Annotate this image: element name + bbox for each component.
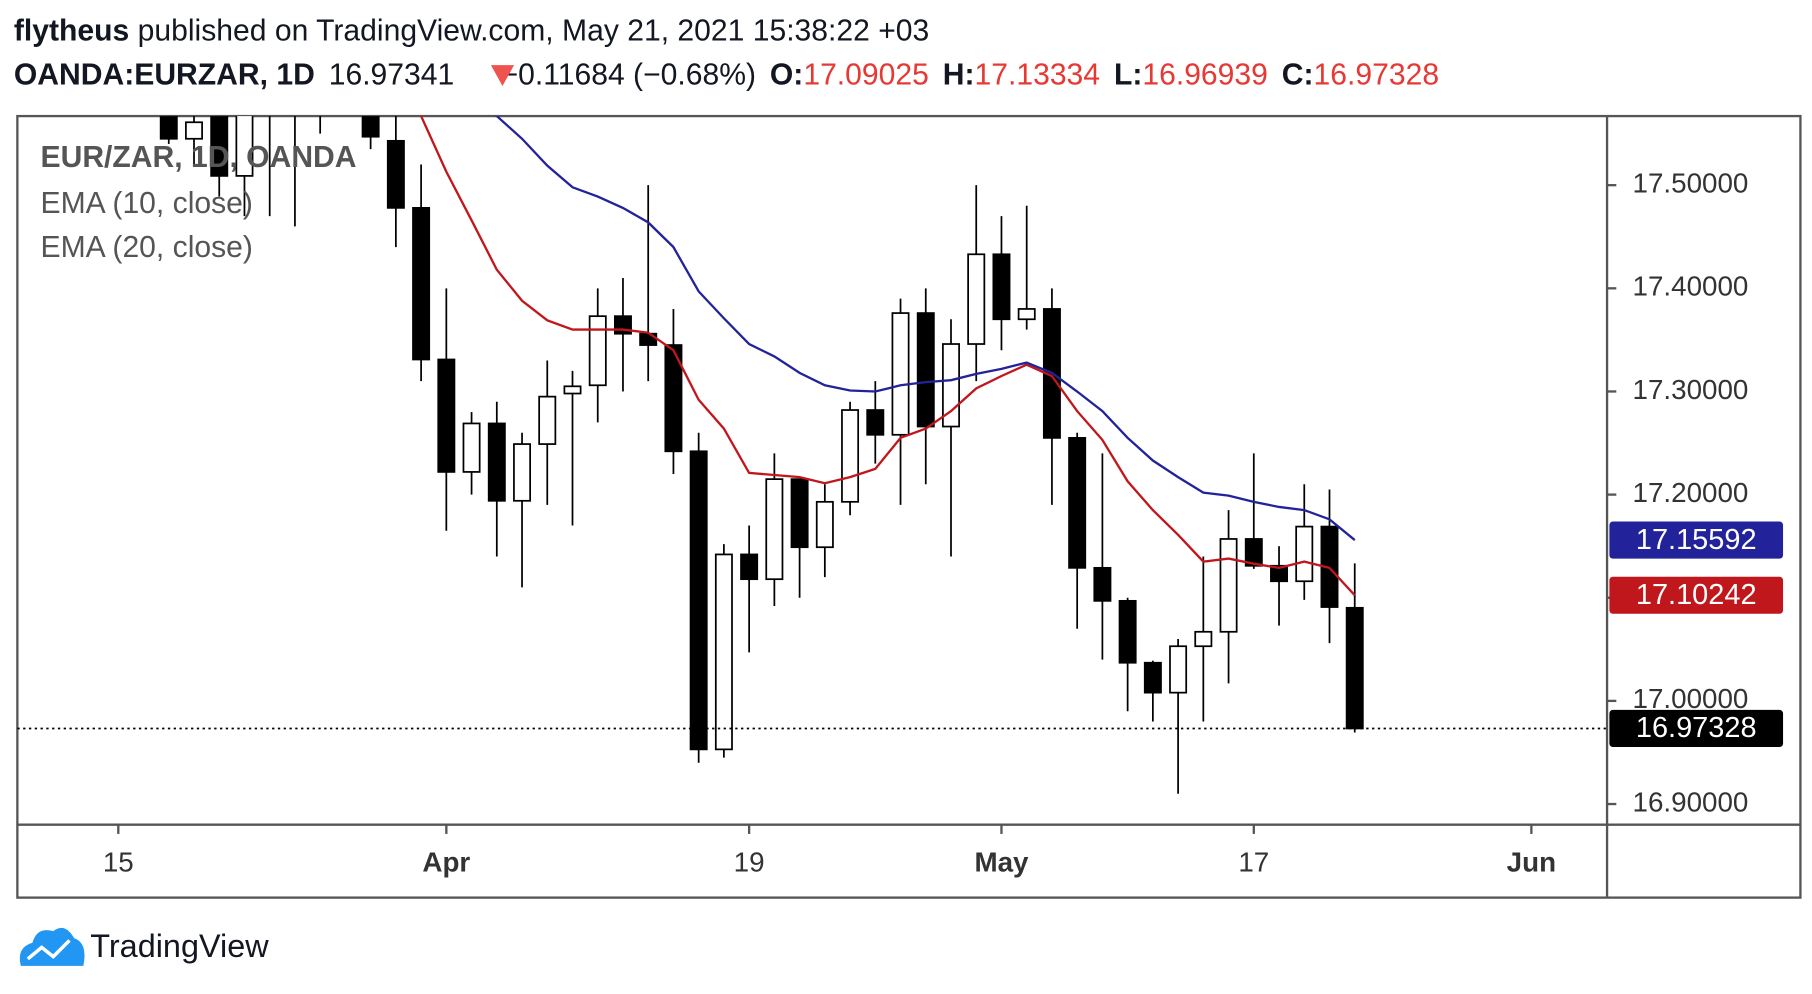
candle-body <box>462 422 481 473</box>
candle-body <box>714 553 733 751</box>
candle-body <box>1118 599 1137 664</box>
ohlc-label: H: <box>943 59 975 92</box>
candle-body <box>790 478 809 549</box>
candle-body <box>1194 630 1213 648</box>
price-label-bg <box>1609 576 1784 614</box>
chart-frame <box>16 114 1802 899</box>
header-line-2: OANDA:EURZAR, 1D 16.97341 −0.11684 (−0.68%… <box>14 59 1439 92</box>
legend-entry: EMA (10, close) <box>41 187 253 220</box>
last-price: 16.97341 <box>329 59 455 92</box>
candle-body <box>235 116 254 177</box>
ohlc-value: 16.97328 <box>1314 59 1440 92</box>
candle-body <box>866 409 885 436</box>
candle-body <box>563 385 582 395</box>
candle-body <box>765 478 784 581</box>
candle-body <box>487 422 506 502</box>
candle-body <box>967 253 986 345</box>
candle-body <box>361 116 380 138</box>
ohlc-label: C: <box>1282 59 1314 92</box>
x-tick-label: May <box>974 846 1029 877</box>
candle-body <box>841 409 860 503</box>
header-line-1: flytheus published on TradingView.com, M… <box>14 15 929 48</box>
candle-body <box>916 312 935 428</box>
ema-line <box>494 116 1356 541</box>
x-tick-label: 19 <box>734 846 765 877</box>
brand: TradingView <box>90 928 269 964</box>
ohlc-label: O: <box>770 59 803 92</box>
candle-body <box>1244 538 1263 567</box>
candle-body <box>538 395 557 445</box>
logo <box>19 927 85 966</box>
candle-body <box>942 343 960 428</box>
candle-body <box>513 443 532 502</box>
ohlc-value: 17.13334 <box>975 59 1101 92</box>
candle-body <box>210 116 229 177</box>
candle-body <box>1219 538 1238 633</box>
candle-body <box>891 312 910 436</box>
ohlc-value: 16.96939 <box>1142 59 1268 92</box>
candle-body <box>588 315 607 387</box>
candle-body <box>1295 525 1314 583</box>
candle-body <box>1143 661 1162 694</box>
candle-body <box>1345 606 1364 730</box>
price-label-bg <box>1609 709 1784 747</box>
y-tick-label: 17.50000 <box>1633 168 1749 199</box>
x-tick-label: Apr <box>422 846 470 877</box>
candle-body <box>1093 566 1112 602</box>
x-tick-label: 17 <box>1238 846 1269 877</box>
candle-body <box>1169 645 1188 694</box>
price-label-bg <box>1609 521 1784 559</box>
x-tick-label: 15 <box>103 846 134 877</box>
candle-body <box>412 207 431 361</box>
y-tick-label: 17.40000 <box>1633 271 1749 302</box>
legend-entry: EMA (20, close) <box>41 231 253 264</box>
candle-body <box>992 253 1011 321</box>
candle-body <box>159 116 178 140</box>
price-label: 17.10242 <box>1636 579 1757 611</box>
candle-body <box>437 358 456 473</box>
candle-body <box>1017 308 1036 321</box>
y-tick-label: 17.30000 <box>1633 374 1749 405</box>
y-tick-label: 16.90000 <box>1633 786 1749 817</box>
down-arrow <box>490 65 515 86</box>
candle-body <box>1068 437 1087 569</box>
candle-body <box>185 121 203 140</box>
candle-body <box>664 344 683 453</box>
plot <box>159 116 1364 794</box>
ohlc-label: L: <box>1114 59 1142 92</box>
change: −0.11684 (−0.68%) <box>501 59 756 92</box>
candle-body <box>1270 564 1289 583</box>
price-label: 16.97328 <box>1636 712 1757 744</box>
candle-body <box>815 500 834 549</box>
published: published on TradingView.com, May 21, 20… <box>129 15 929 48</box>
x-tick-label: Jun <box>1507 846 1556 877</box>
legend-symbol: EUR/ZAR, 1D, OANDA <box>41 141 357 174</box>
candle-body <box>689 450 708 751</box>
candle-body <box>386 139 405 209</box>
price-label: 17.15592 <box>1636 524 1757 556</box>
symbol: OANDA:EURZAR, 1D <box>14 59 315 92</box>
author: flytheus <box>14 15 129 48</box>
y-tick-label: 17.00000 <box>1633 683 1749 714</box>
y-tick-label: 17.20000 <box>1633 477 1749 508</box>
ema-line <box>419 116 1356 597</box>
candle-body <box>740 553 759 581</box>
ohlc-value: 17.09025 <box>803 59 929 92</box>
